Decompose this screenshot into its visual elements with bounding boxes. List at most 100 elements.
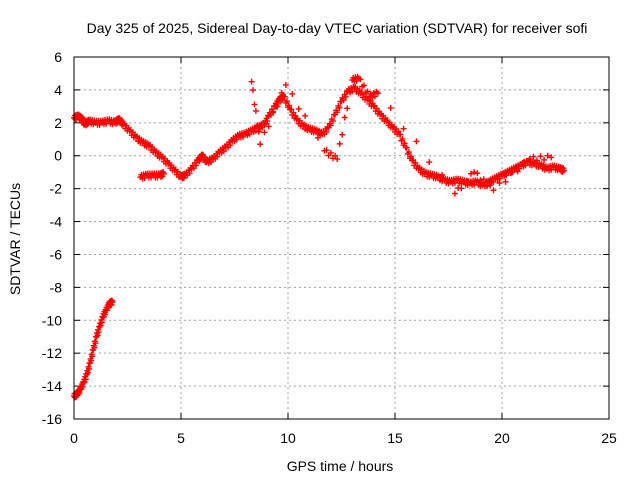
data-point bbox=[88, 357, 95, 364]
y-tick-label: -16 bbox=[42, 411, 62, 427]
y-tick-label: 0 bbox=[54, 148, 62, 164]
data-point bbox=[282, 81, 289, 88]
data-point bbox=[496, 180, 503, 187]
data-point bbox=[126, 128, 133, 135]
data-point bbox=[400, 125, 407, 132]
data-point bbox=[332, 152, 339, 159]
y-tick-label: -12 bbox=[42, 345, 62, 361]
data-point bbox=[250, 87, 257, 94]
data-point bbox=[530, 153, 537, 160]
data-point bbox=[92, 340, 99, 347]
data-point bbox=[259, 124, 266, 131]
data-point bbox=[395, 128, 402, 135]
data-point bbox=[254, 122, 261, 129]
data-point bbox=[89, 353, 96, 360]
y-tick-label: -4 bbox=[50, 214, 63, 230]
data-point bbox=[84, 369, 91, 376]
data-point bbox=[314, 134, 321, 141]
data-point bbox=[561, 167, 568, 174]
y-tick-label: -10 bbox=[42, 312, 62, 328]
data-point bbox=[323, 128, 330, 135]
y-axis-label: SDTVAR / TECUs bbox=[7, 183, 23, 295]
data-point bbox=[120, 121, 127, 128]
data-point bbox=[339, 131, 346, 138]
data-point bbox=[302, 112, 309, 119]
data-point bbox=[329, 117, 336, 124]
data-point bbox=[364, 88, 371, 95]
data-point bbox=[367, 90, 374, 97]
data-point bbox=[474, 170, 481, 177]
data-point bbox=[281, 93, 288, 100]
data-point bbox=[214, 153, 221, 160]
data-point bbox=[503, 172, 510, 179]
data-point bbox=[544, 152, 551, 159]
data-point bbox=[252, 107, 259, 114]
data-point bbox=[334, 109, 341, 116]
data-point bbox=[192, 162, 199, 169]
data-point bbox=[408, 153, 415, 160]
data-point bbox=[537, 153, 544, 160]
data-point bbox=[257, 141, 264, 148]
data-points bbox=[71, 73, 568, 401]
data-point bbox=[340, 97, 347, 104]
data-point bbox=[389, 124, 396, 131]
data-point bbox=[288, 106, 295, 113]
data-point bbox=[458, 185, 465, 192]
data-point bbox=[369, 94, 376, 101]
data-point bbox=[490, 178, 497, 185]
data-point bbox=[336, 140, 343, 147]
data-point bbox=[526, 156, 533, 163]
data-point bbox=[102, 311, 109, 318]
data-point bbox=[405, 149, 412, 156]
data-point bbox=[471, 169, 478, 176]
data-point bbox=[439, 171, 446, 178]
data-point bbox=[397, 131, 404, 138]
data-point bbox=[79, 383, 86, 390]
data-point bbox=[514, 168, 521, 175]
data-point bbox=[346, 88, 353, 95]
data-point bbox=[227, 142, 234, 149]
plot-frame bbox=[73, 56, 610, 420]
data-point bbox=[484, 183, 491, 190]
data-point bbox=[308, 127, 315, 134]
data-point bbox=[426, 159, 433, 166]
data-point bbox=[274, 103, 281, 110]
data-point bbox=[270, 109, 277, 116]
data-point bbox=[464, 178, 471, 185]
data-point bbox=[171, 167, 178, 174]
data-point bbox=[344, 105, 351, 112]
data-point bbox=[255, 128, 262, 135]
data-point bbox=[413, 138, 420, 145]
data-point bbox=[160, 170, 167, 177]
data-point bbox=[289, 90, 296, 97]
data-point bbox=[233, 136, 240, 143]
y-tick-label: 6 bbox=[54, 49, 62, 65]
data-point bbox=[520, 159, 527, 166]
data-point bbox=[336, 104, 343, 111]
data-point bbox=[323, 147, 330, 154]
data-point bbox=[293, 116, 300, 123]
data-point bbox=[95, 329, 102, 336]
data-point bbox=[508, 169, 515, 176]
data-point bbox=[91, 344, 98, 351]
data-point bbox=[186, 170, 193, 177]
data-point bbox=[399, 135, 406, 142]
data-point bbox=[372, 93, 379, 100]
data-point bbox=[248, 78, 255, 85]
data-point bbox=[383, 118, 390, 125]
data-point bbox=[265, 123, 272, 130]
data-point bbox=[158, 154, 165, 161]
data-point bbox=[283, 98, 290, 105]
data-point bbox=[334, 156, 341, 163]
data-point bbox=[477, 177, 484, 184]
data-point bbox=[327, 122, 334, 129]
x-tick-label: 25 bbox=[601, 430, 617, 446]
data-point bbox=[261, 129, 268, 136]
data-point bbox=[145, 142, 152, 149]
data-point bbox=[360, 82, 367, 89]
data-point bbox=[357, 90, 364, 97]
data-point bbox=[246, 131, 253, 138]
data-point bbox=[82, 376, 89, 383]
x-tick-label: 10 bbox=[280, 430, 296, 446]
